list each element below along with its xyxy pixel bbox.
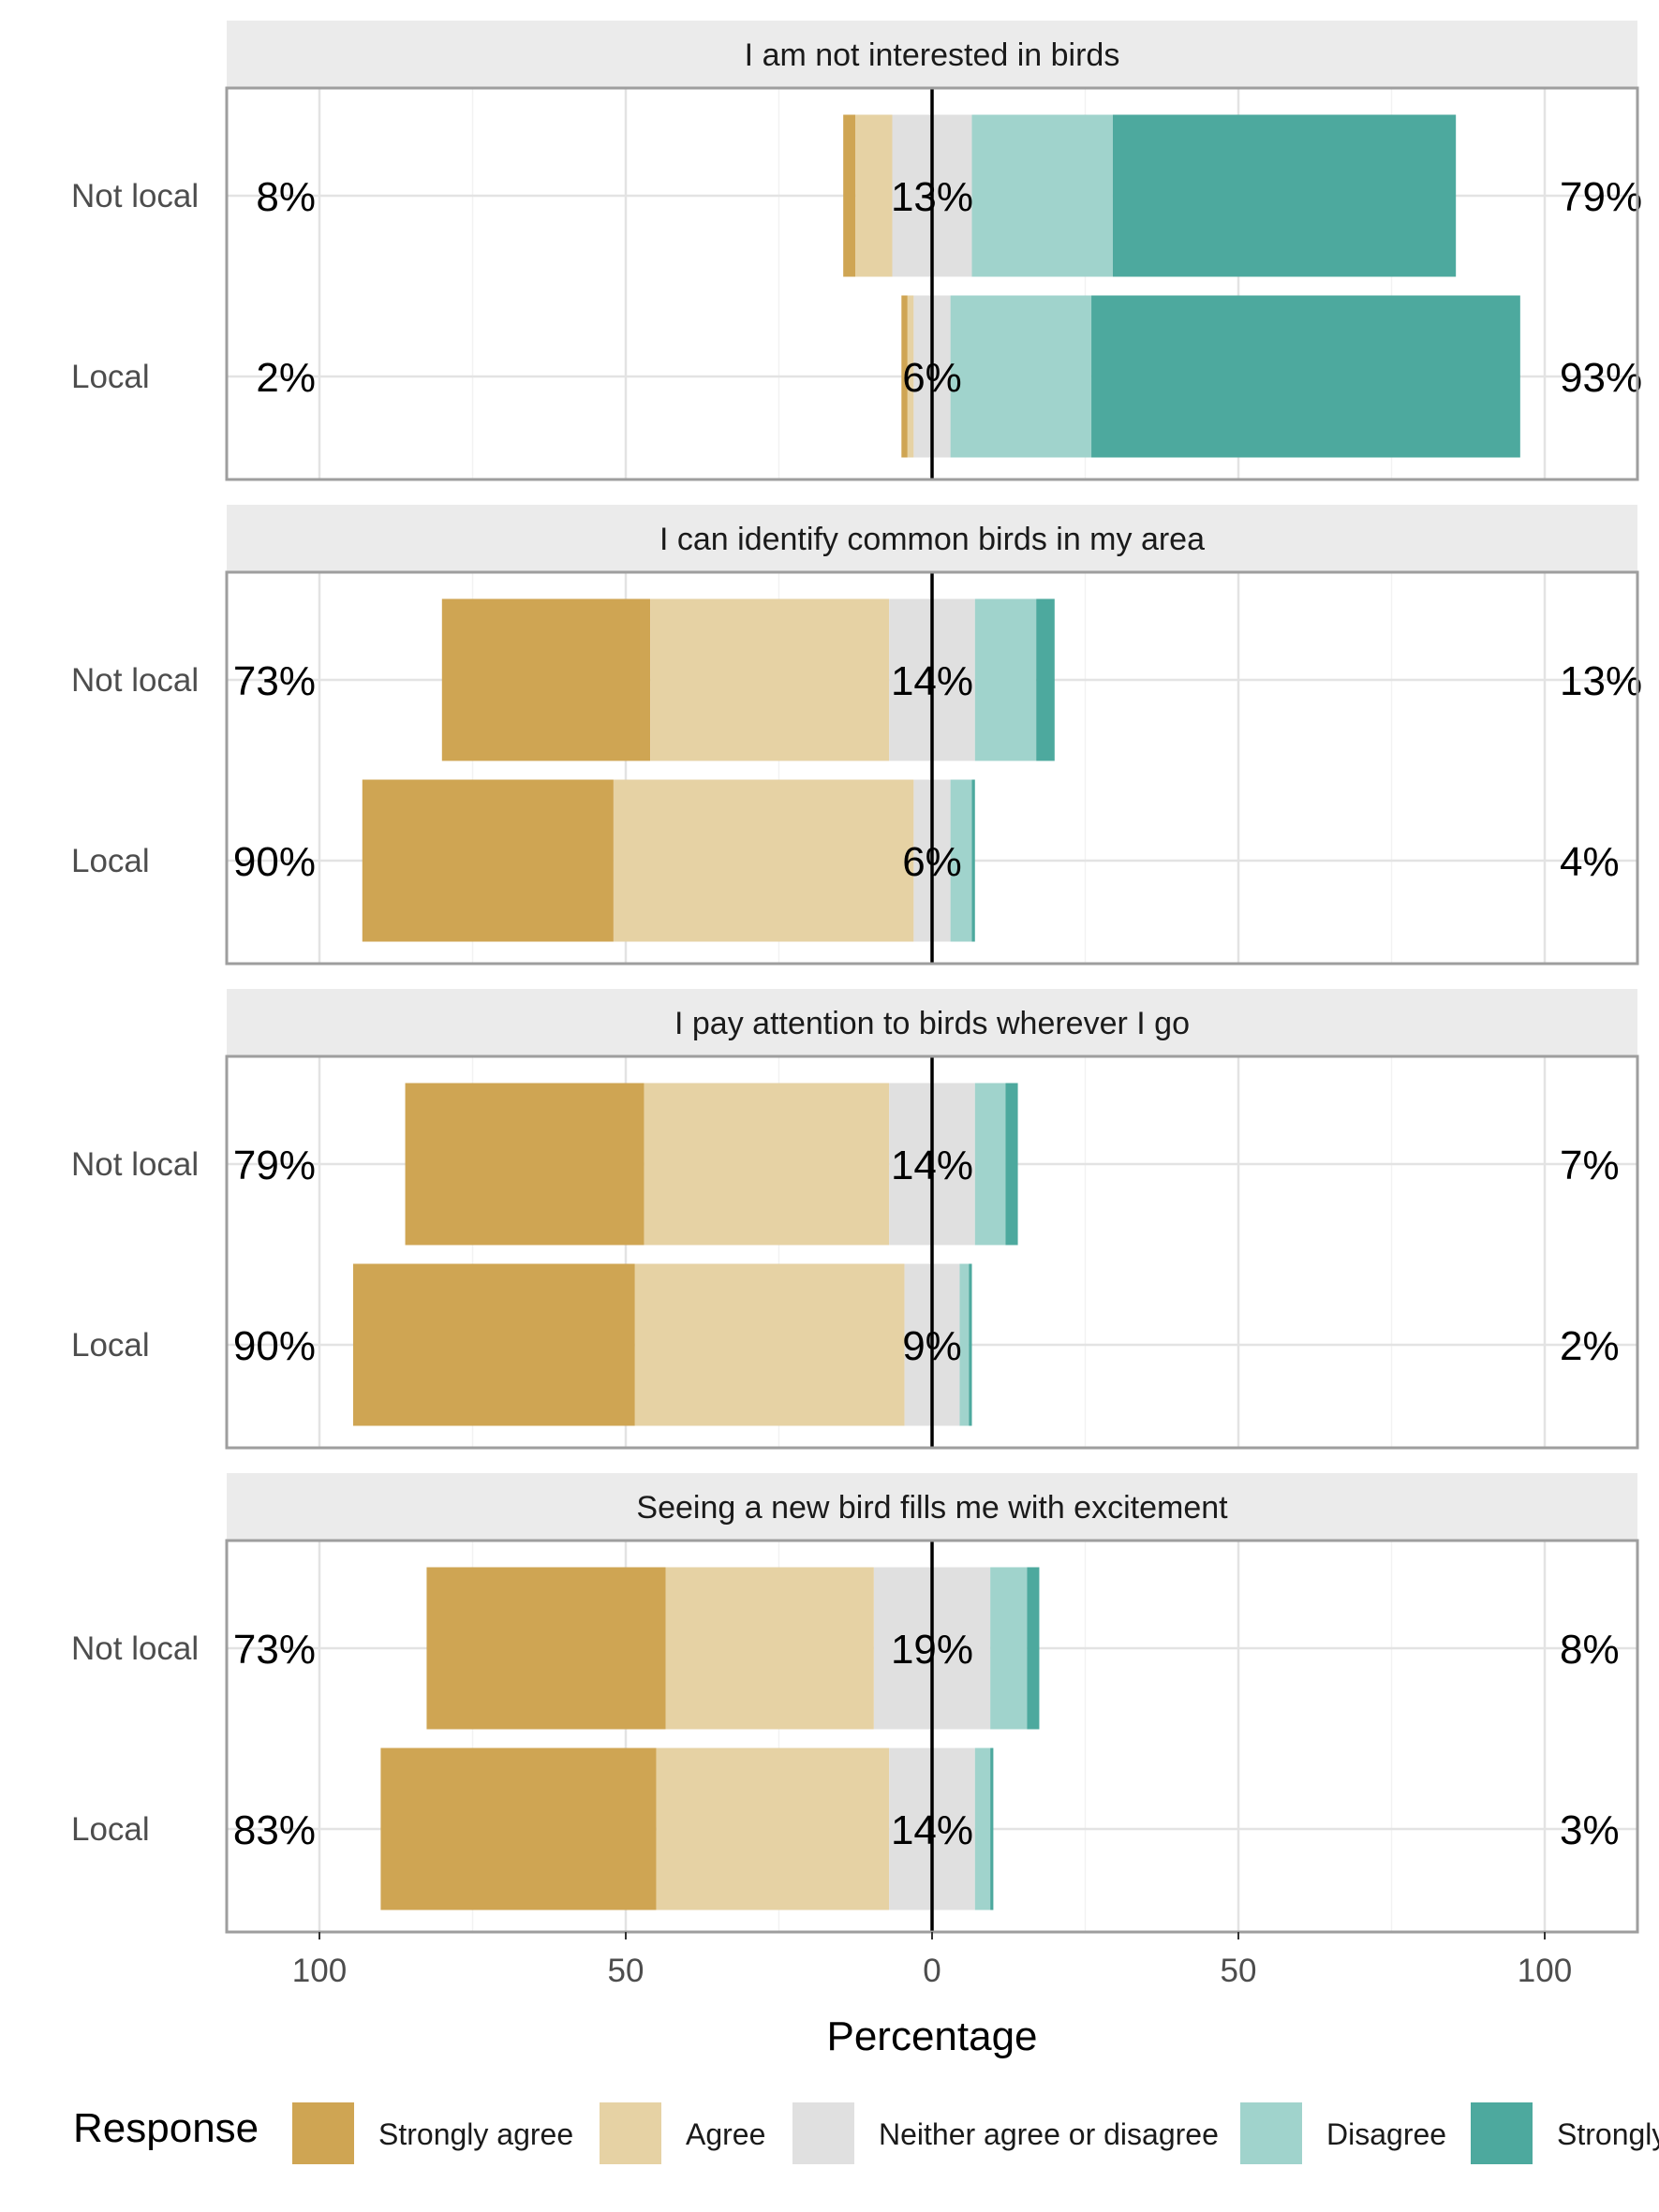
panel-border [225, 570, 1639, 966]
disagree-percent-label: 13% [1560, 658, 1642, 704]
legend-key-strongly-disagree [1471, 2102, 1533, 2164]
facet-title: I can identify common birds in my area [659, 522, 1205, 557]
bar-strongly-disagree [971, 779, 975, 942]
panel-border [225, 86, 1639, 481]
x-tick-label: 100 [1518, 1953, 1572, 1989]
bar-strongly-disagree [1091, 295, 1520, 458]
bar-strongly-disagree [990, 1747, 994, 1910]
bar-strongly-agree [901, 295, 908, 458]
x-tick-label: 0 [923, 1953, 941, 1989]
legend-label: Neither agree or disagree [879, 2117, 1219, 2151]
agree-percent-label: 79% [233, 1143, 316, 1188]
row-label: Not local [71, 1630, 199, 1667]
bar-strongly-disagree [1112, 114, 1457, 277]
bar-strongly-agree [843, 114, 856, 277]
legend-label: Agree [686, 2117, 765, 2151]
row-label: Local [71, 359, 150, 395]
facet-title: I pay attention to birds wherever I go [674, 1006, 1190, 1041]
facet-strip [227, 21, 1637, 88]
legend-key-neither [792, 2102, 854, 2164]
row-label: Local [71, 843, 150, 879]
bar-strongly-agree [352, 1263, 635, 1426]
bar-disagree [950, 779, 972, 942]
bar-agree [634, 1263, 905, 1426]
bar-agree [644, 1083, 890, 1246]
agree-percent-label: 8% [256, 174, 316, 220]
row-label: Not local [71, 178, 199, 214]
row-label: Local [71, 1811, 150, 1848]
bar-agree [665, 1567, 874, 1730]
facet-strip [227, 1473, 1637, 1541]
disagree-percent-label: 7% [1560, 1143, 1620, 1188]
bar-disagree [990, 1567, 1028, 1730]
facet-title: I am not interested in birds [745, 37, 1120, 73]
disagree-percent-label: 93% [1560, 355, 1642, 401]
bar-strongly-agree [405, 1083, 644, 1246]
bar-strongly-disagree [1005, 1083, 1018, 1246]
agree-percent-label: 83% [233, 1807, 316, 1853]
agree-percent-label: 2% [256, 355, 316, 401]
bar-disagree [974, 598, 1037, 761]
disagree-percent-label: 2% [1560, 1323, 1620, 1369]
legend-label: Strongly disagree [1557, 2117, 1659, 2151]
agree-percent-label: 90% [233, 1323, 316, 1369]
bar-strongly-agree [441, 598, 651, 761]
bar-agree [650, 598, 890, 761]
bar-disagree [974, 1747, 991, 1910]
panel-border [225, 1054, 1639, 1450]
bar-strongly-disagree [1027, 1567, 1040, 1730]
bar-disagree [974, 1083, 1006, 1246]
bar-agree [907, 295, 914, 458]
x-axis-title: Percentage [826, 2013, 1037, 2059]
x-tick-label: 50 [608, 1953, 644, 1989]
x-tick-label: 100 [292, 1953, 347, 1989]
bar-strongly-agree [426, 1567, 666, 1730]
bar-disagree [971, 114, 1113, 277]
legend-key-disagree [1240, 2102, 1302, 2164]
legend-label: Strongly agree [378, 2117, 573, 2151]
agree-percent-label: 90% [233, 839, 316, 885]
legend-key-agree [600, 2102, 661, 2164]
bar-strongly-agree [362, 779, 614, 942]
disagree-percent-label: 3% [1560, 1807, 1620, 1853]
row-label: Local [71, 1327, 150, 1364]
bar-disagree [959, 1263, 970, 1426]
bar-agree [656, 1747, 890, 1910]
disagree-percent-label: 8% [1560, 1627, 1620, 1673]
legend-label: Disagree [1326, 2117, 1446, 2151]
bar-strongly-disagree [969, 1263, 972, 1426]
x-tick-label: 50 [1221, 1953, 1257, 1989]
agree-percent-label: 73% [233, 1627, 316, 1673]
agree-percent-label: 73% [233, 658, 316, 704]
bar-strongly-agree [380, 1747, 657, 1910]
bar-strongly-disagree [1036, 598, 1055, 761]
disagree-percent-label: 4% [1560, 839, 1620, 885]
facet-strip [227, 505, 1637, 572]
bar-agree [855, 114, 893, 277]
row-label: Not local [71, 662, 199, 699]
facet-title: Seeing a new bird fills me with exciteme… [636, 1490, 1228, 1526]
bar-disagree [950, 295, 1092, 458]
bar-agree [613, 779, 914, 942]
facet-strip [227, 989, 1637, 1056]
disagree-percent-label: 79% [1560, 174, 1642, 220]
row-label: Not local [71, 1146, 199, 1183]
legend-key-strongly-agree [292, 2102, 354, 2164]
legend-title: Response [73, 2105, 259, 2151]
